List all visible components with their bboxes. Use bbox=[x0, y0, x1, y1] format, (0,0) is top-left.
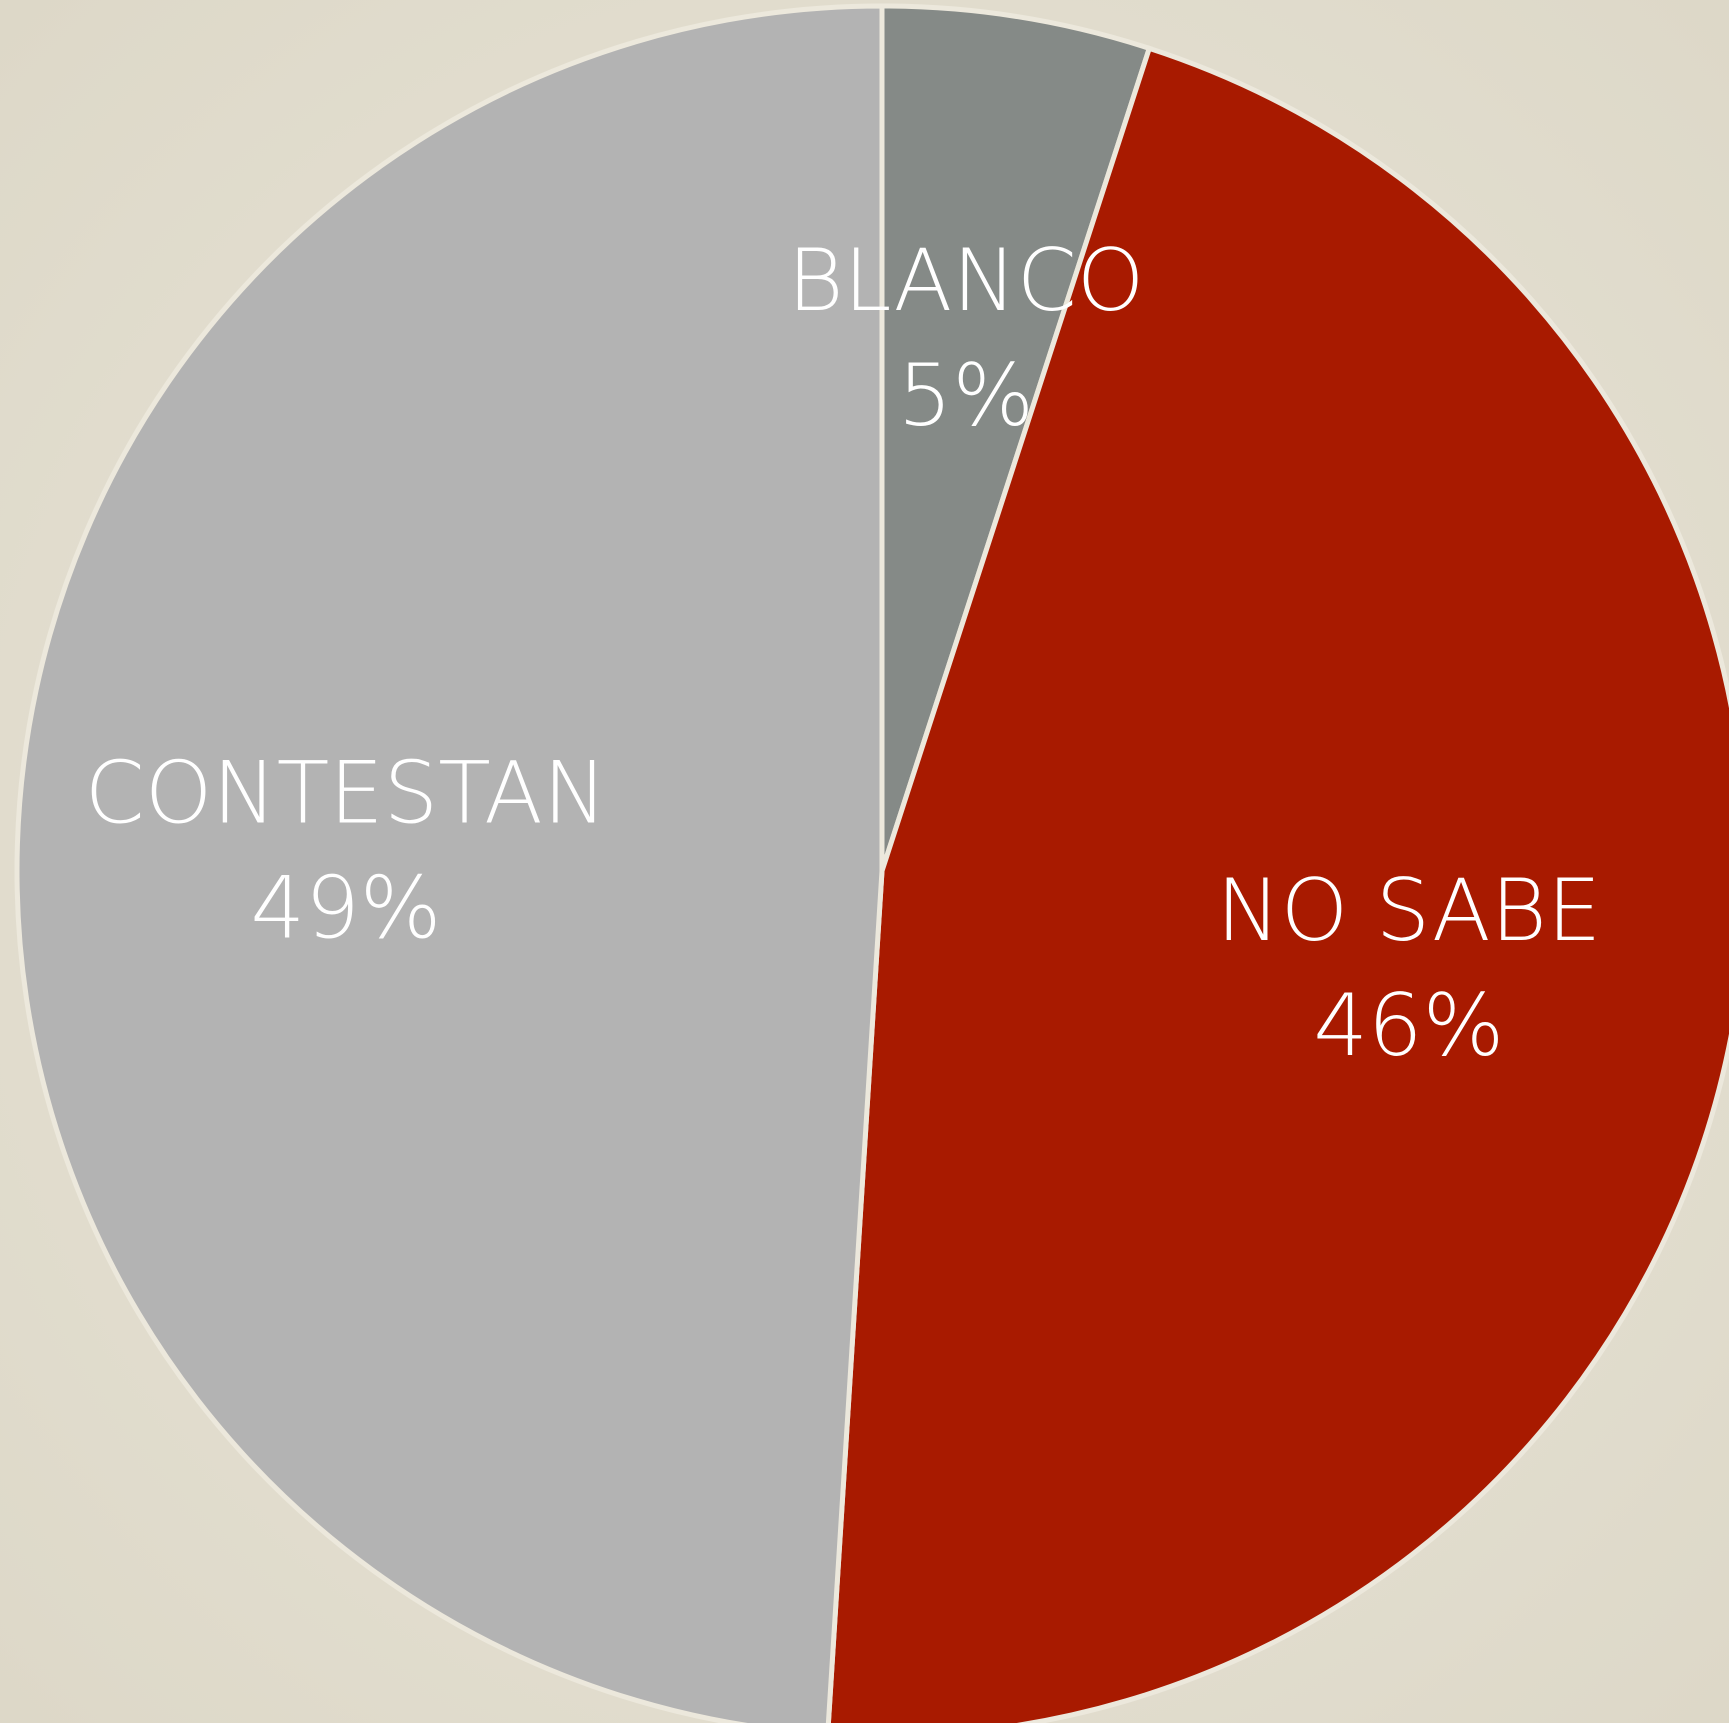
slice-value-label: 46% bbox=[1313, 976, 1504, 1076]
slice-label: NO SABE bbox=[1216, 861, 1601, 961]
slice-value-label: 49% bbox=[250, 859, 441, 959]
slice-value-label: 5% bbox=[898, 346, 1034, 446]
slice-label: CONTESTAN bbox=[85, 744, 608, 844]
pie-slice bbox=[14, 3, 885, 1723]
slice-label: BLANCO bbox=[787, 231, 1144, 331]
pie-slice bbox=[825, 45, 1729, 1723]
pie-slice bbox=[879, 3, 1153, 872]
